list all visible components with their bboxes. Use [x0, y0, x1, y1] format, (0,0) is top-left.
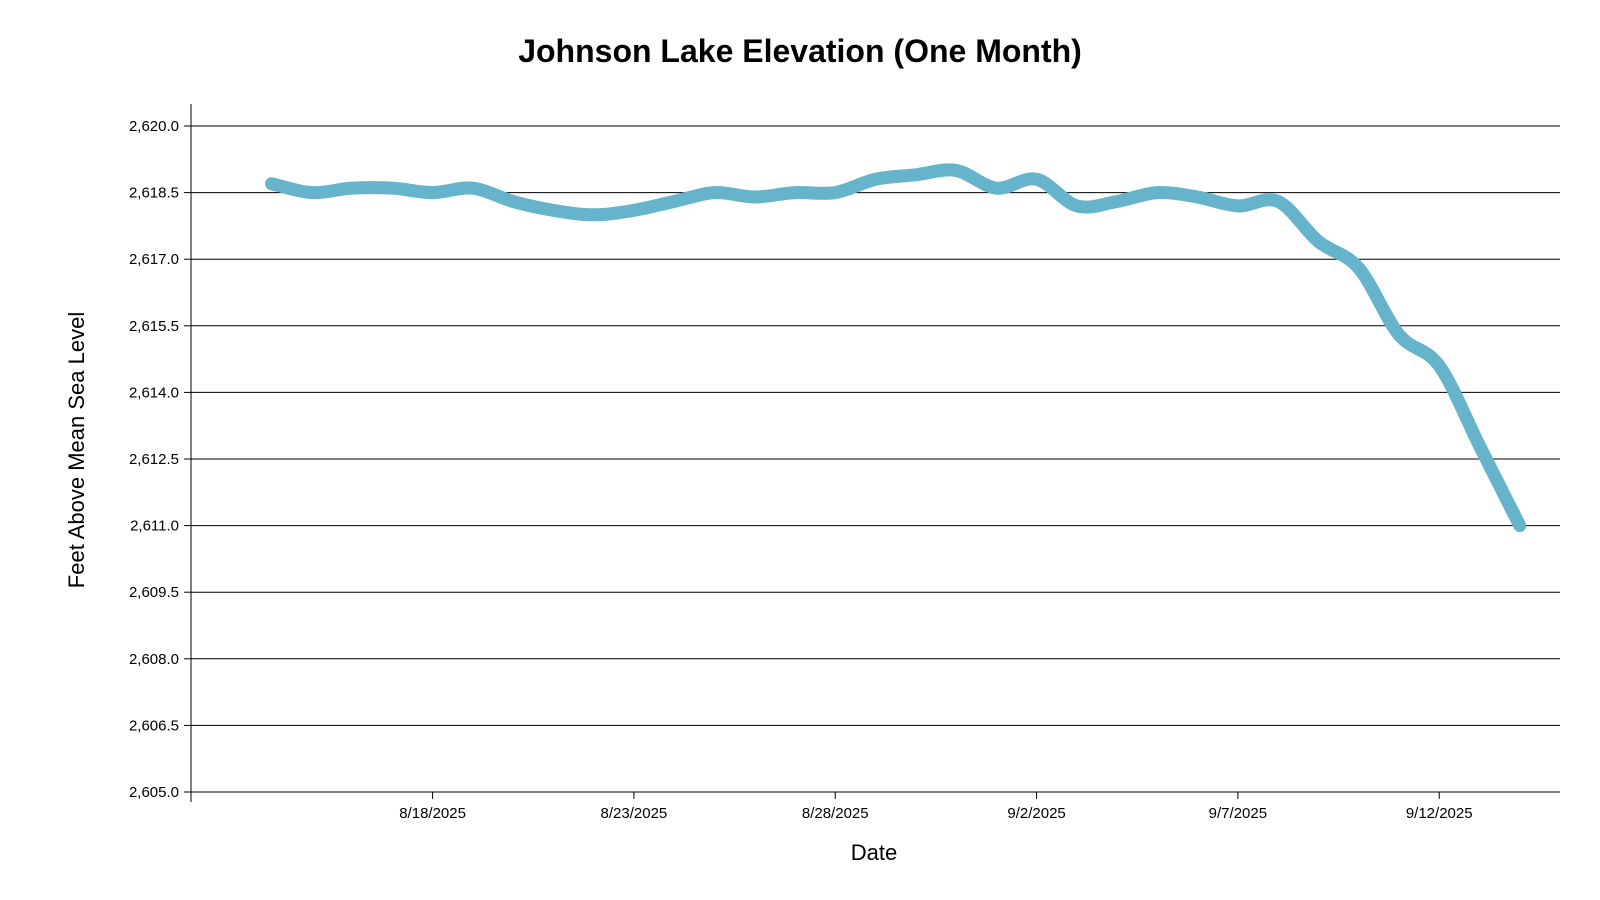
gridlines	[191, 125, 1560, 726]
axes	[190, 104, 1560, 802]
y-tick-label: 2,611.0	[130, 518, 179, 535]
chart-title: Johnson Lake Elevation (One Month)	[518, 33, 1082, 69]
series-layer	[265, 163, 1527, 533]
series-line	[265, 163, 1527, 533]
y-tick-label: 2,606.5	[129, 717, 179, 734]
y-tick-label: 2,618.5	[129, 185, 179, 202]
x-tick-label: 9/12/2025	[1406, 805, 1473, 822]
y-axis-ticks: 2,605.0 2,606.5 2,608.0 2,609.5 2,611.0 2,612…	[129, 118, 191, 801]
x-tick-label: 8/28/2025	[802, 805, 869, 822]
y-axis-title: Feet Above Mean Sea Level	[64, 312, 89, 588]
y-tick-label: 2,608.0	[129, 651, 179, 668]
y-tick-label: 2,612.5	[129, 451, 179, 468]
y-tick-label: 2,620.0	[129, 118, 179, 135]
y-tick-label: 2,615.5	[129, 318, 179, 335]
x-tick-label: 8/18/2025	[399, 805, 466, 822]
y-tick-label: 2,617.0	[129, 251, 179, 268]
x-tick-label: 9/7/2025	[1209, 805, 1267, 822]
y-tick-label: 2,614.0	[129, 384, 179, 401]
x-axis-title: Date	[851, 840, 897, 865]
y-tick-label: 2,605.0	[129, 784, 179, 801]
y-tick-label: 2,609.5	[129, 584, 179, 601]
x-axis-ticks: 8/18/2025 8/23/2025 8/28/2025 9/2/2025 9/7/2…	[399, 792, 1473, 822]
x-tick-label: 8/23/2025	[601, 805, 668, 822]
x-tick-label: 9/2/2025	[1007, 805, 1065, 822]
